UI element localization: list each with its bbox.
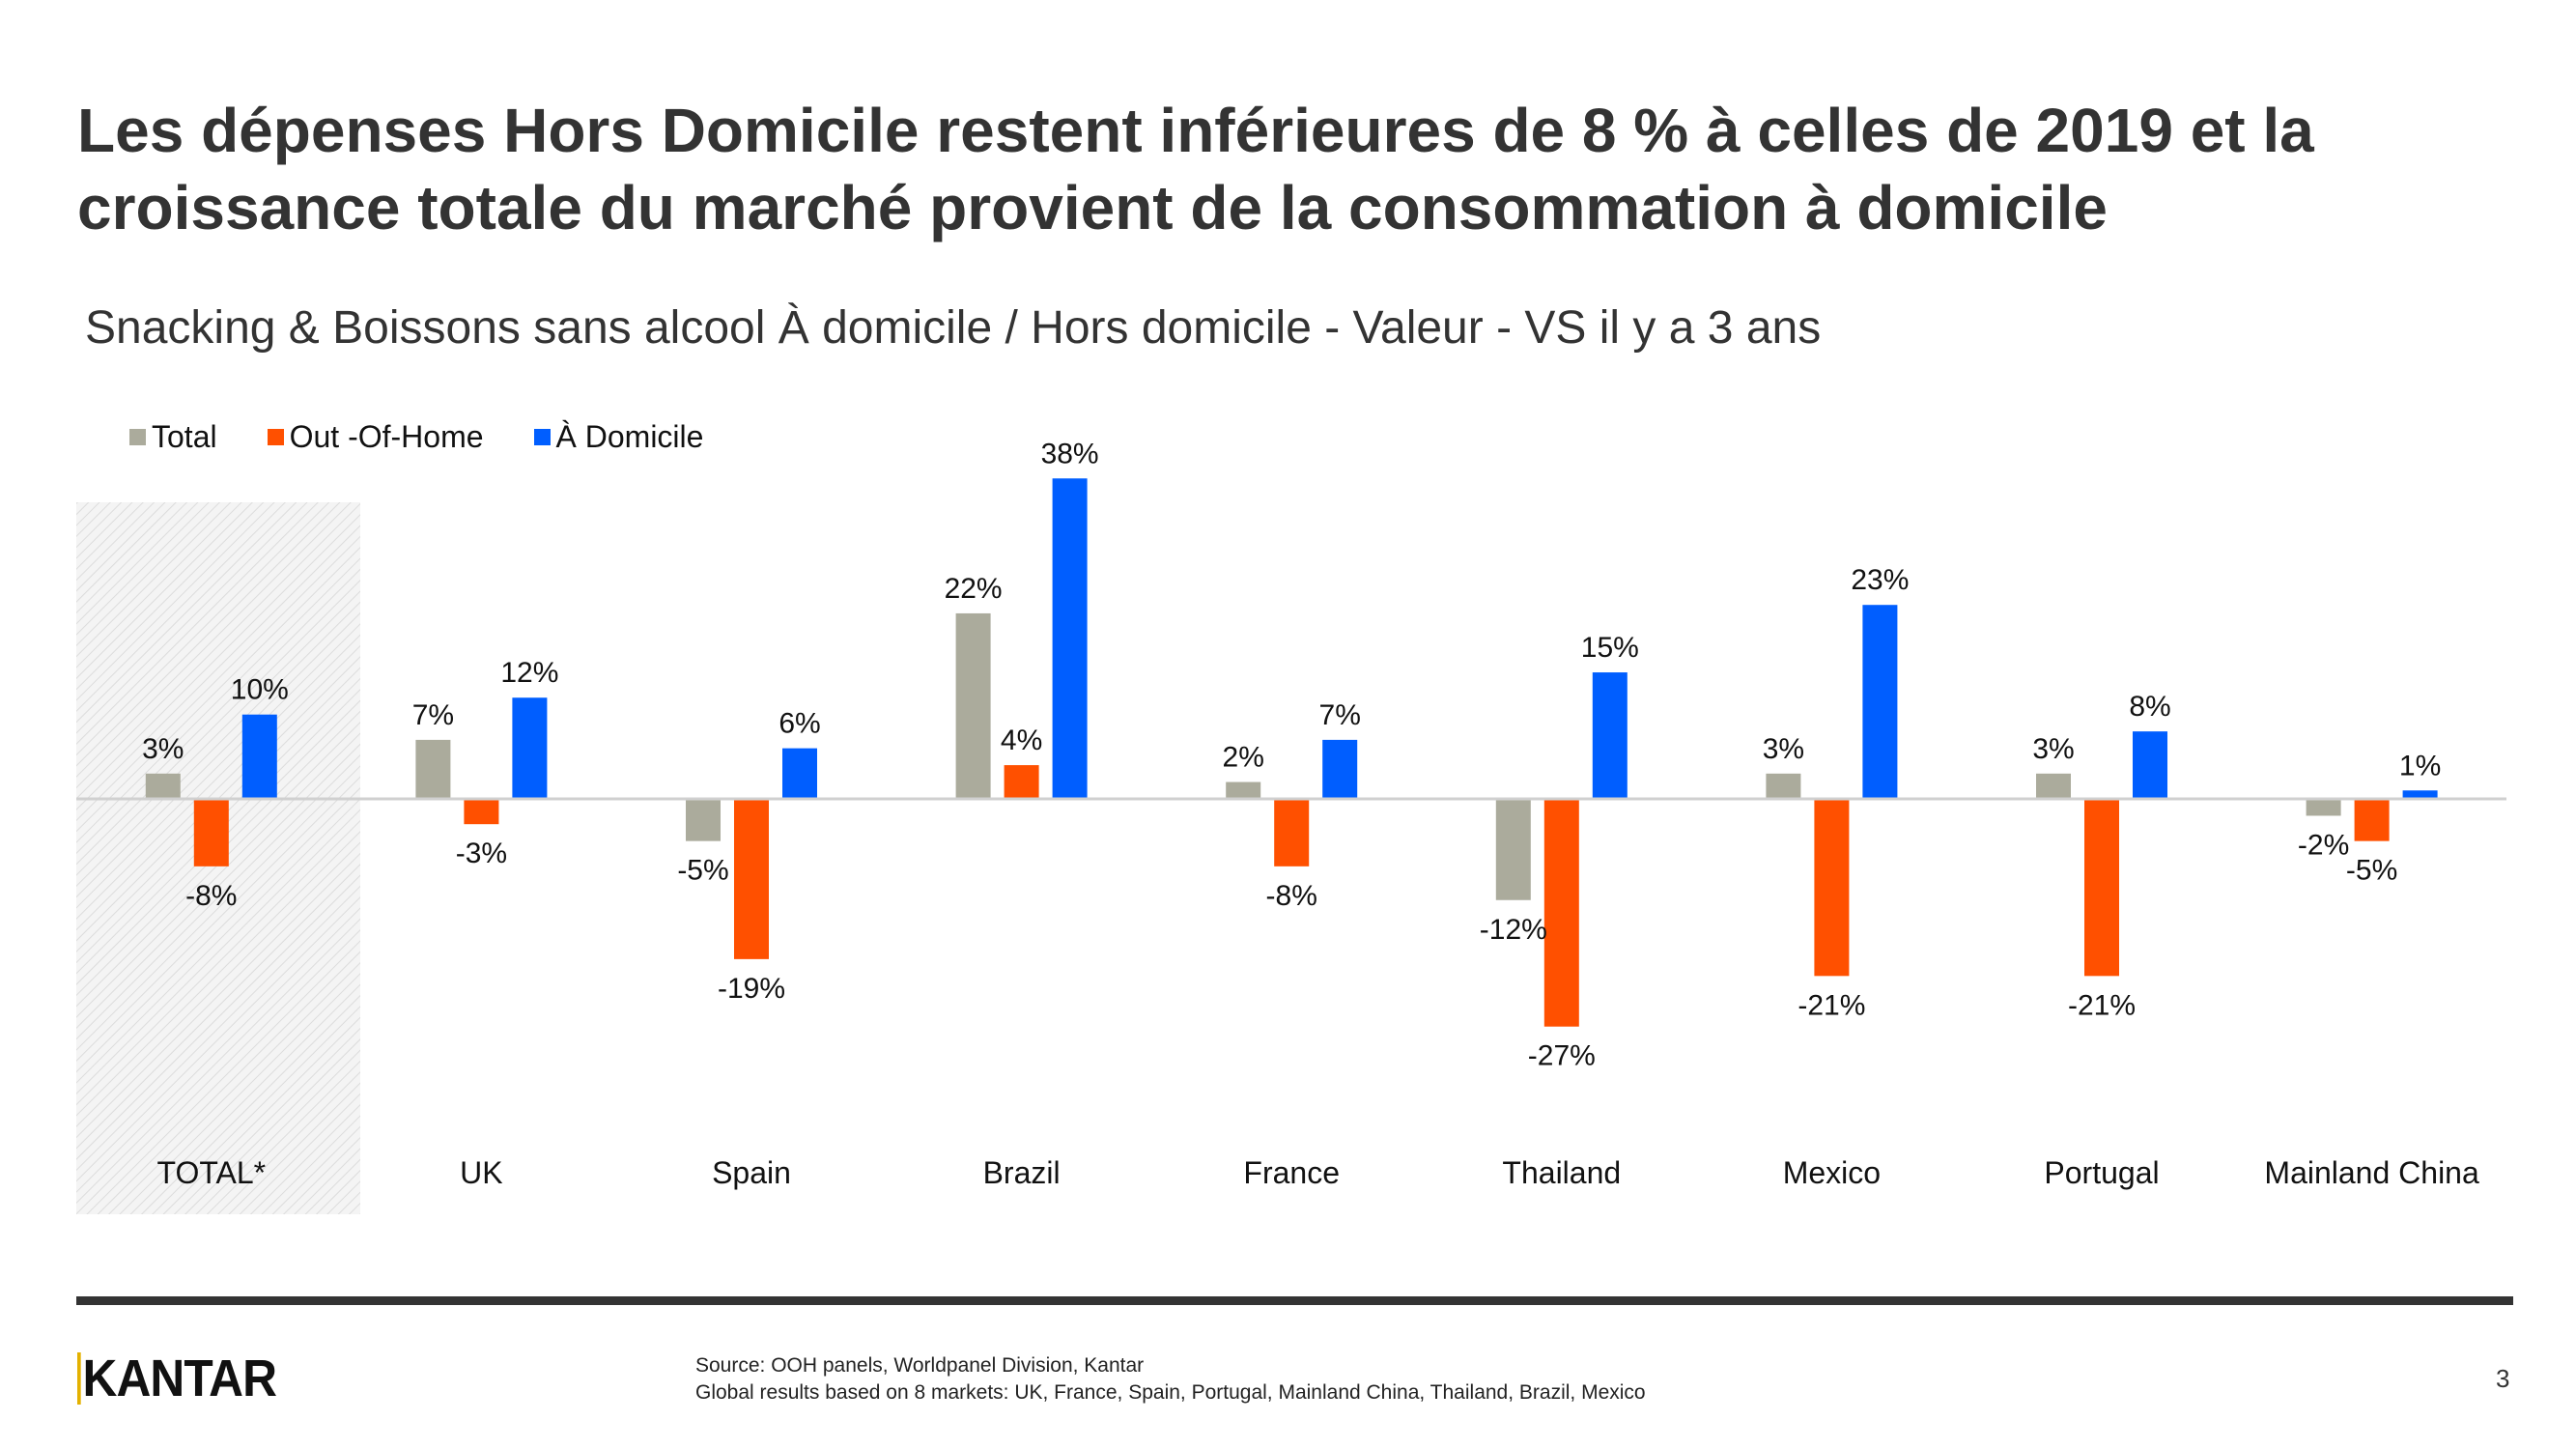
- chart-subtitle: Snacking & Boissons sans alcool À domici…: [85, 302, 1822, 354]
- bar-portugal-out-of-home: [2084, 799, 2119, 977]
- data-label-portugal--domicile: 8%: [2129, 691, 2170, 723]
- data-label-mainland-china-out-of-home: -5%: [2346, 855, 2397, 887]
- category-label-brazil: Brazil: [983, 1155, 1061, 1190]
- footer-divider: [76, 1296, 2513, 1305]
- data-label-mexico--domicile: 23%: [1851, 564, 1909, 596]
- data-label-uk-out-of-home: -3%: [456, 838, 507, 869]
- data-label-portugal-out-of-home: -21%: [2068, 989, 2136, 1021]
- data-label-mainland-china-total: -2%: [2298, 829, 2349, 861]
- bar-mainland-china--domicile: [2402, 790, 2438, 799]
- legend-label-total: Total: [152, 419, 217, 454]
- data-label-uk--domicile: 12%: [500, 657, 558, 689]
- data-label-total-total: 3%: [142, 733, 184, 765]
- category-label-france: France: [1243, 1155, 1340, 1190]
- source-line-1: Source: OOH panels, Worldpanel Division,…: [695, 1354, 1145, 1377]
- bar-brazil-out-of-home: [1004, 765, 1039, 799]
- bar-portugal-total: [2036, 773, 2071, 799]
- bar-thailand-out-of-home: [1543, 799, 1579, 1027]
- data-label-brazil-out-of-home: 4%: [1001, 724, 1042, 756]
- bar-portugal--domicile: [2133, 731, 2167, 799]
- bar-uk--domicile: [512, 697, 548, 799]
- data-label-uk-total: 7%: [412, 699, 454, 731]
- data-label-spain--domicile: 6%: [778, 708, 820, 740]
- bar-brazil--domicile: [1052, 478, 1088, 799]
- data-label-total--domicile: 10%: [231, 674, 289, 706]
- page-number: 3: [2496, 1364, 2510, 1393]
- data-label-spain-total: -5%: [677, 855, 728, 887]
- bar-uk-out-of-home: [464, 799, 499, 825]
- bar-mexico-total: [1766, 773, 1801, 799]
- bar-spain-out-of-home: [734, 799, 769, 959]
- bar-total-out-of-home: [193, 799, 229, 867]
- source-line-2: Global results based on 8 markets: UK, F…: [695, 1381, 1646, 1404]
- legend-item-a-domicile: À Domicile: [533, 419, 704, 455]
- category-label-portugal: Portugal: [2044, 1155, 2159, 1190]
- data-label-portugal-total: 3%: [2032, 733, 2074, 765]
- category-label-mexico: Mexico: [1783, 1155, 1881, 1190]
- kantar-logo: KANTAR: [77, 1352, 277, 1405]
- bar-spain--domicile: [782, 748, 817, 799]
- bar-brazil-total: [955, 612, 991, 799]
- source-note: Source: OOH panels, Worldpanel Division,…: [695, 1352, 1646, 1406]
- data-label-brazil-total: 22%: [945, 573, 1003, 605]
- legend-item-total: Total: [129, 419, 217, 455]
- bar-mainland-china-total: [2306, 799, 2341, 816]
- bar-chart: 3% -8% 10% TOTAL* 7% -3% 12% UK -5% -19% 6% Spain 22…: [76, 438, 2506, 1214]
- legend-label-a-domicile: À Domicile: [555, 419, 704, 454]
- bar-thailand--domicile: [1592, 672, 1628, 799]
- slide-title: Les dépenses Hors Domicile restent infér…: [77, 96, 2314, 242]
- data-label-total-out-of-home: -8%: [185, 880, 237, 912]
- bar-france-total: [1226, 781, 1261, 799]
- category-label-total: TOTAL*: [156, 1155, 266, 1190]
- data-label-brazil--domicile: 38%: [1041, 438, 1099, 469]
- data-label-mexico-out-of-home: -21%: [1798, 989, 1865, 1021]
- bar-mexico-out-of-home: [1814, 799, 1850, 977]
- data-label-france--domicile: 7%: [1319, 699, 1361, 731]
- bar-mainland-china-out-of-home: [2354, 799, 2390, 841]
- data-label-spain-out-of-home: -19%: [718, 973, 785, 1005]
- category-label-uk: UK: [460, 1155, 502, 1190]
- data-label-thailand--domicile: 15%: [1581, 632, 1639, 664]
- bar-total--domicile: [241, 714, 277, 799]
- data-label-france-total: 2%: [1223, 742, 1264, 774]
- bar-thailand-total: [1495, 799, 1531, 900]
- bar-france--domicile: [1322, 739, 1358, 799]
- legend-swatch-a-domicile: [533, 429, 551, 445]
- legend-swatch-total: [129, 429, 146, 445]
- bar-mexico--domicile: [1862, 605, 1898, 799]
- bar-uk-total: [415, 739, 451, 799]
- chart-legend: Total Out -Of-Home À Domicile: [129, 419, 703, 455]
- legend-swatch-out-of-home: [267, 429, 284, 445]
- category-label-spain: Spain: [712, 1155, 791, 1190]
- bar-france-out-of-home: [1274, 799, 1310, 867]
- bar-total-total: [145, 773, 181, 799]
- data-label-mainland-china--domicile: 1%: [2399, 750, 2441, 781]
- category-label-thailand: Thailand: [1502, 1155, 1621, 1190]
- legend-item-out-of-home: Out -Of-Home: [267, 419, 484, 455]
- data-label-thailand-total: -12%: [1480, 914, 1547, 946]
- category-label-mainland-china: Mainland China: [2264, 1155, 2479, 1190]
- data-label-thailand-out-of-home: -27%: [1528, 1040, 1596, 1072]
- bar-spain-total: [686, 799, 721, 841]
- legend-label-out-of-home: Out -Of-Home: [289, 419, 484, 454]
- data-label-mexico-total: 3%: [1763, 733, 1804, 765]
- data-label-france-out-of-home: -8%: [1266, 880, 1317, 912]
